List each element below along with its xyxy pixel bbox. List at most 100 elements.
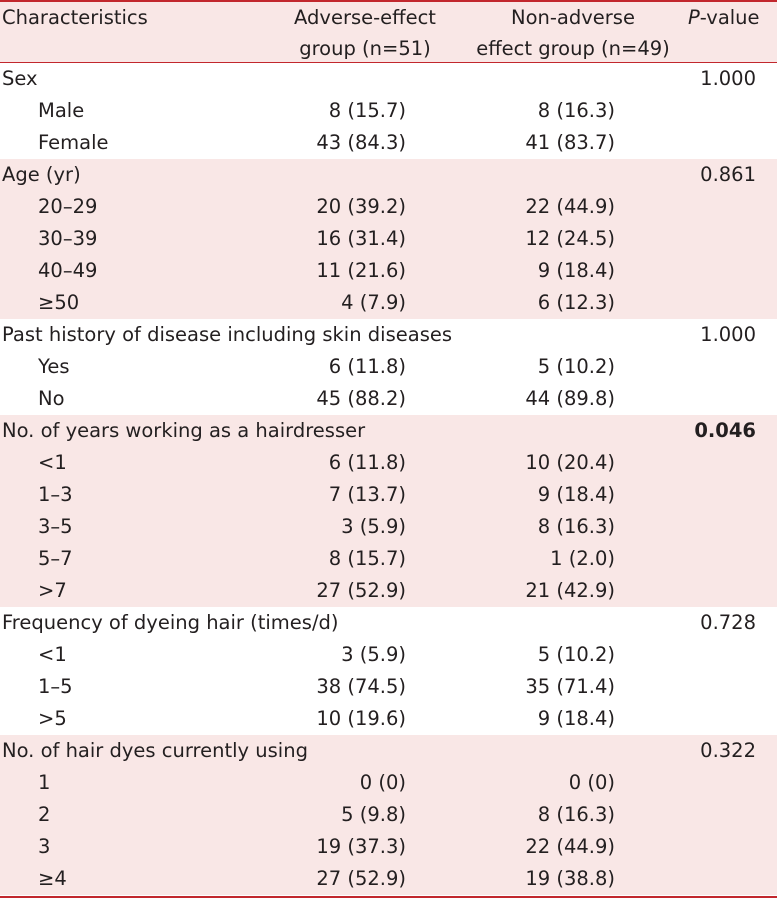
nonadverse-value: 22 (44.9) [525,835,615,858]
nonadverse-value: 8 (16.3) [537,99,615,122]
header-adverse-line1: Adverse-effect [294,6,436,29]
row-label: 1–3 [38,483,73,506]
adverse-value: 43 (84.3) [316,131,406,154]
header-rule [0,62,777,63]
header-p-italic: P [688,6,700,29]
top-rule [0,0,777,2]
table-row: Female 43 (84.3) 41 (83.7) [0,127,777,159]
table-row: 40–49 11 (21.6) 9 (18.4) [0,255,777,287]
section-p-value: 0.046 [694,419,756,442]
table-row: 1–5 38 (74.5) 35 (71.4) [0,671,777,703]
section-p-value: 0.322 [700,739,756,762]
adverse-value: 3 (5.9) [341,515,406,538]
section-p-value: 0.861 [700,163,756,186]
adverse-value: 10 (19.6) [316,707,406,730]
table-row: <1 3 (5.9) 5 (10.2) [0,639,777,671]
adverse-value: 16 (31.4) [316,227,406,250]
nonadverse-value: 8 (16.3) [537,803,615,826]
adverse-value: 19 (37.3) [316,835,406,858]
nonadverse-value: 6 (12.3) [537,291,615,314]
row-label: <1 [38,451,67,474]
row-label: ≥50 [38,291,80,314]
nonadverse-value: 1 (2.0) [550,547,615,570]
nonadverse-value: 22 (44.9) [525,195,615,218]
table-row: >7 27 (52.9) 21 (42.9) [0,575,777,607]
header-nonadverse-line1: Non-adverse [511,6,635,29]
adverse-value: 6 (11.8) [328,355,406,378]
row-label: 3 [38,835,51,858]
table-row: 1 0 (0) 0 (0) [0,767,777,799]
row-label: <1 [38,643,67,666]
adverse-value: 8 (15.7) [328,547,406,570]
section-p-value: 0.728 [700,611,756,634]
row-label: 40–49 [38,259,98,282]
adverse-value: 7 (13.7) [328,483,406,506]
section-row: No. of hair dyes currently using 0.322 [0,735,777,767]
adverse-value: 8 (15.7) [328,99,406,122]
row-label: 30–39 [38,227,98,250]
adverse-value: 11 (21.6) [316,259,406,282]
adverse-value: 5 (9.8) [341,803,406,826]
section-label: Age (yr) [2,163,81,186]
adverse-value: 6 (11.8) [328,451,406,474]
row-label: 3–5 [38,515,73,538]
section-label: Frequency of dyeing hair (times/d) [2,611,339,634]
nonadverse-value: 21 (42.9) [525,579,615,602]
section-row: Past history of disease including skin d… [0,319,777,351]
section-row: Frequency of dyeing hair (times/d) 0.728 [0,607,777,639]
section-p-value: 1.000 [700,67,756,90]
nonadverse-value: 41 (83.7) [525,131,615,154]
adverse-value: 45 (88.2) [316,387,406,410]
adverse-value: 27 (52.9) [316,579,406,602]
section-label: Sex [2,67,38,90]
nonadverse-value: 9 (18.4) [537,259,615,282]
section-row: Age (yr) 0.861 [0,159,777,191]
header-adverse: Adverse-effect group (n=51) [270,2,460,64]
table-row: Yes 6 (11.8) 5 (10.2) [0,351,777,383]
header-adverse-line2: group (n=51) [299,37,431,60]
table-row: No 45 (88.2) 44 (89.8) [0,383,777,415]
nonadverse-value: 35 (71.4) [525,675,615,698]
row-label: No [38,387,65,410]
row-label: 20–29 [38,195,98,218]
header-nonadverse: Non-adverse effect group (n=49) [470,2,676,64]
adverse-value: 27 (52.9) [316,867,406,890]
nonadverse-value: 5 (10.2) [537,355,615,378]
header-p-suffix: -value [699,6,760,29]
header-characteristics: Characteristics [2,6,148,29]
section-p-value: 1.000 [700,323,756,346]
nonadverse-value: 10 (20.4) [525,451,615,474]
adverse-value: 20 (39.2) [316,195,406,218]
table-row: 30–39 16 (31.4) 12 (24.5) [0,223,777,255]
row-label: Yes [38,355,70,378]
section-label: Past history of disease including skin d… [2,323,453,346]
adverse-value: 4 (7.9) [341,291,406,314]
row-label: 2 [38,803,51,826]
row-label: Male [38,99,85,122]
table-row: ≥4 27 (52.9) 19 (38.8) [0,863,777,895]
section-label: No. of years working as a hairdresser [2,419,366,442]
nonadverse-value: 9 (18.4) [537,483,615,506]
nonadverse-value: 19 (38.8) [525,867,615,890]
row-label: 1–5 [38,675,73,698]
nonadverse-value: 44 (89.8) [525,387,615,410]
nonadverse-value: 12 (24.5) [525,227,615,250]
table-row: 2 5 (9.8) 8 (16.3) [0,799,777,831]
table-row: 3 19 (37.3) 22 (44.9) [0,831,777,863]
table-row: 5–7 8 (15.7) 1 (2.0) [0,543,777,575]
nonadverse-value: 9 (18.4) [537,707,615,730]
adverse-value: 3 (5.9) [341,643,406,666]
section-row: Sex 1.000 [0,63,777,95]
header-pvalue: P-value [688,2,760,33]
adverse-value: 38 (74.5) [316,675,406,698]
table-header: Characteristics Adverse-effect group (n=… [0,2,777,62]
row-label: 1 [38,771,51,794]
table-row: 20–29 20 (39.2) 22 (44.9) [0,191,777,223]
table-row: >5 10 (19.6) 9 (18.4) [0,703,777,735]
adverse-value: 0 (0) [359,771,406,794]
table-row: 3–5 3 (5.9) 8 (16.3) [0,511,777,543]
table-row: <1 6 (11.8) 10 (20.4) [0,447,777,479]
bottom-rule [0,896,777,898]
section-row: No. of years working as a hairdresser 0.0… [0,415,777,447]
row-label: >7 [38,579,67,602]
